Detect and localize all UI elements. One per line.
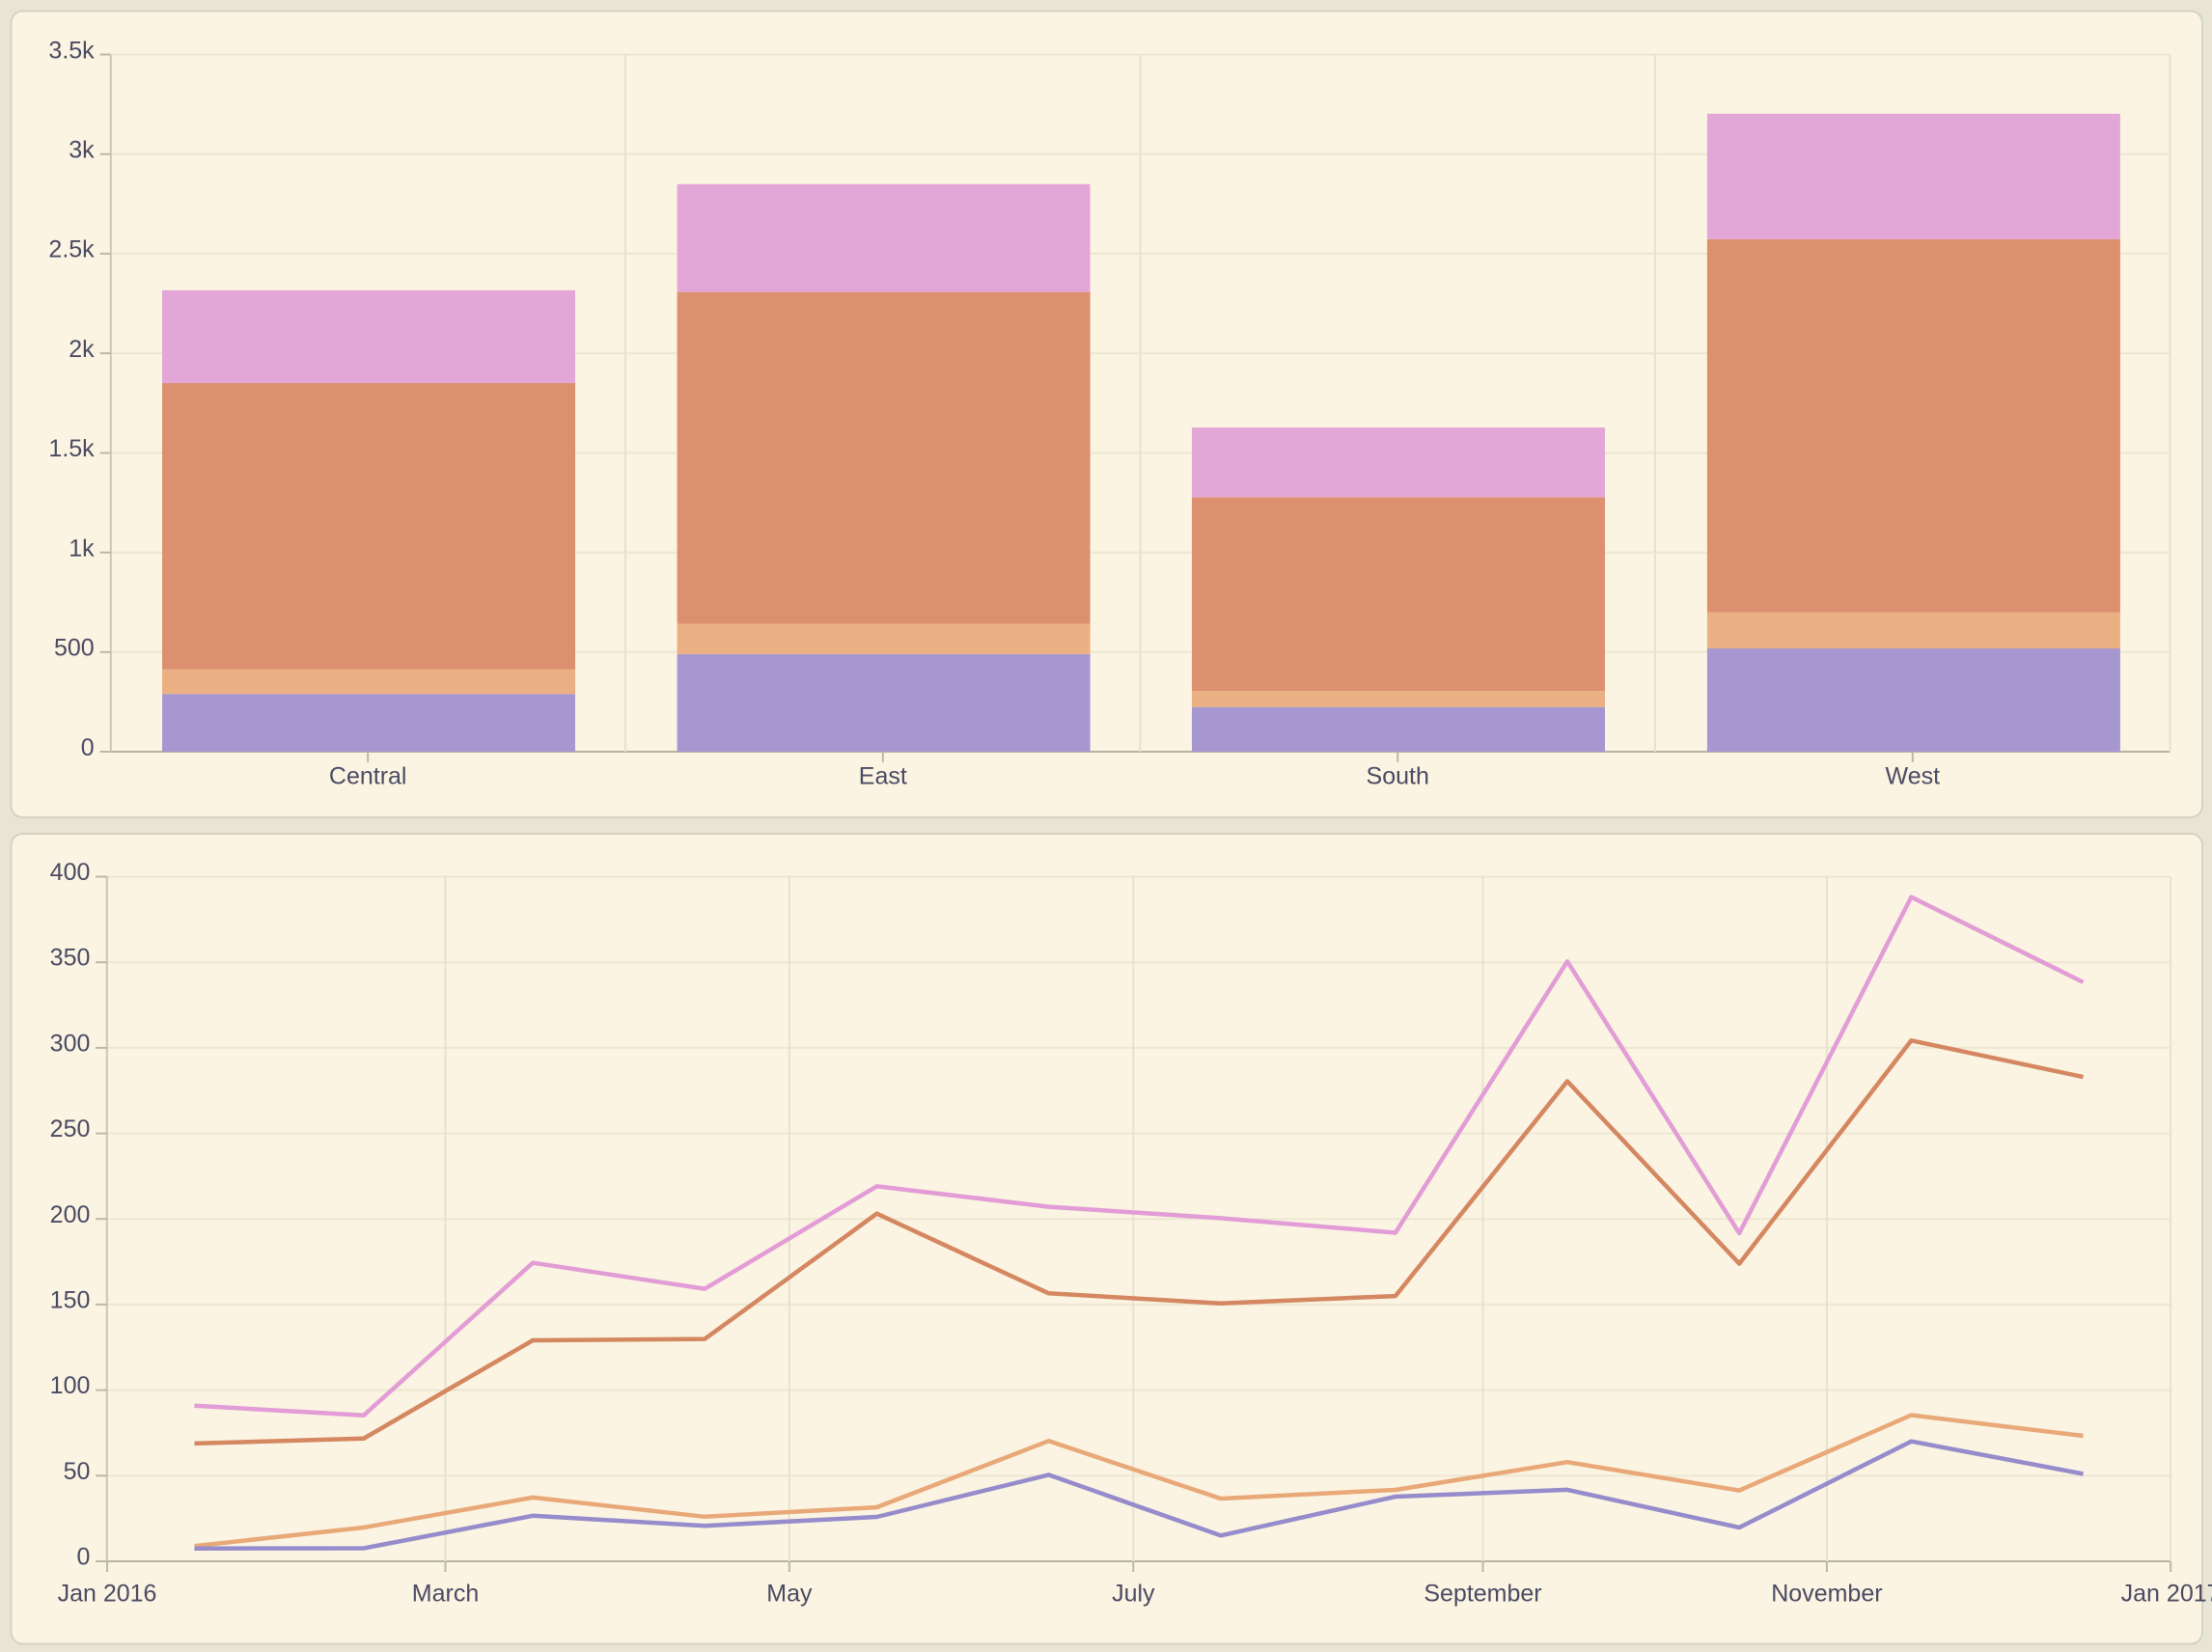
svg-text:West: West <box>1886 763 1941 790</box>
svg-text:350: 350 <box>50 945 91 972</box>
svg-text:South: South <box>1367 763 1429 790</box>
svg-text:Central: Central <box>329 763 407 790</box>
svg-text:Jan 2016: Jan 2016 <box>58 1581 157 1608</box>
svg-text:250: 250 <box>50 1115 91 1143</box>
svg-text:July: July <box>1112 1581 1155 1608</box>
svg-text:May: May <box>766 1581 813 1608</box>
svg-text:3.5k: 3.5k <box>48 37 95 64</box>
svg-text:0: 0 <box>76 1544 90 1571</box>
svg-text:500: 500 <box>54 635 95 662</box>
svg-text:November: November <box>1771 1581 1882 1608</box>
svg-text:Jan 2017: Jan 2017 <box>2121 1581 2212 1608</box>
svg-text:3k: 3k <box>69 137 95 164</box>
svg-text:March: March <box>412 1581 479 1608</box>
svg-text:100: 100 <box>50 1372 91 1399</box>
svg-text:East: East <box>859 763 907 790</box>
svg-text:0: 0 <box>81 734 95 761</box>
svg-text:400: 400 <box>50 859 91 886</box>
svg-text:September: September <box>1424 1581 1541 1608</box>
svg-text:300: 300 <box>50 1030 91 1057</box>
svg-text:1.5k: 1.5k <box>48 435 95 462</box>
svg-text:150: 150 <box>50 1286 91 1313</box>
svg-text:50: 50 <box>64 1458 91 1485</box>
svg-text:2k: 2k <box>69 336 95 363</box>
svg-text:1k: 1k <box>69 535 95 562</box>
svg-text:2.5k: 2.5k <box>48 236 95 263</box>
svg-text:200: 200 <box>50 1201 91 1228</box>
